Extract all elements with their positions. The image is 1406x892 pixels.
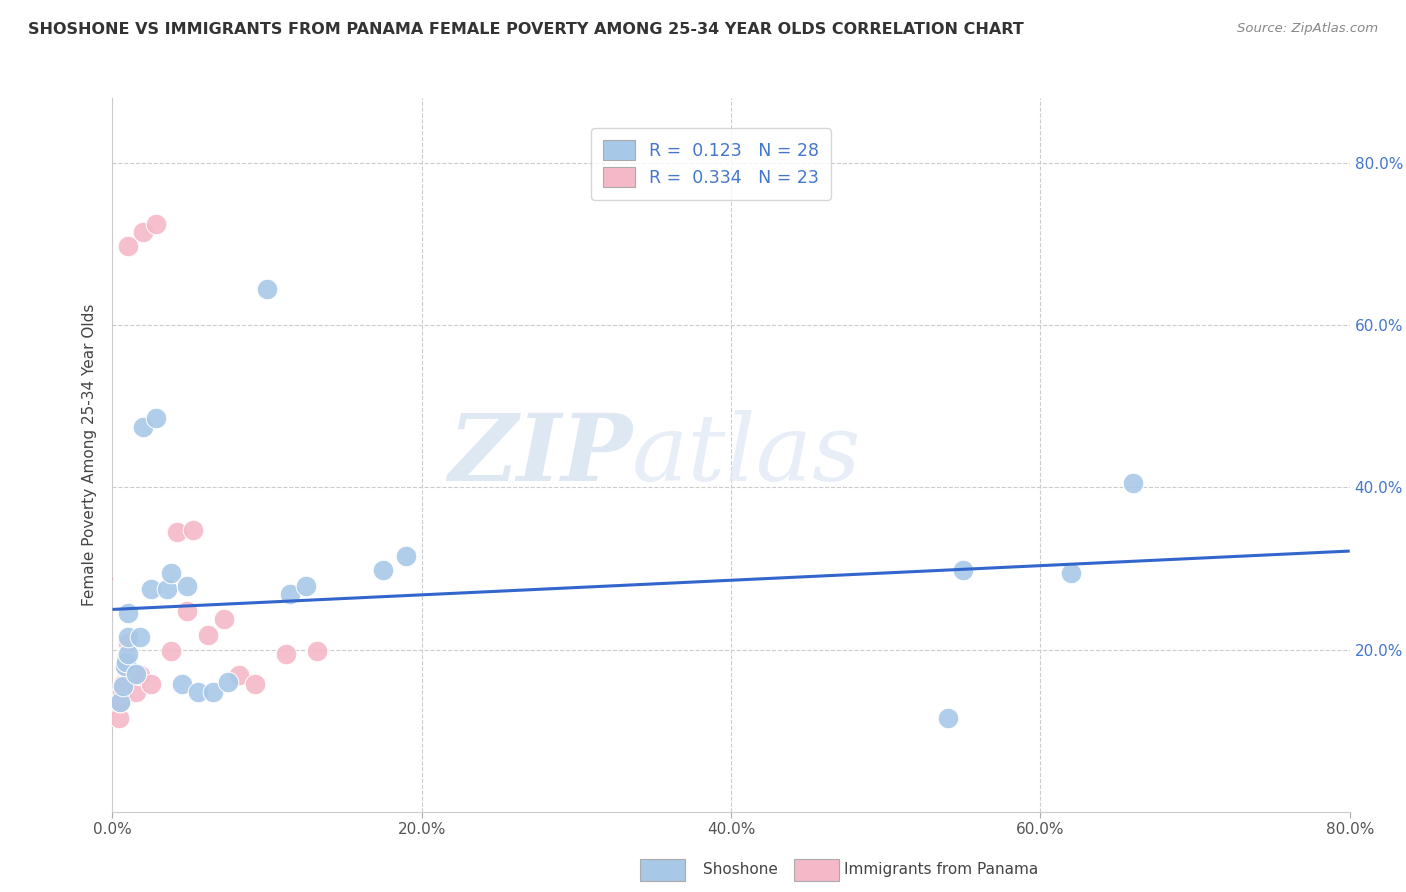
Point [395,549,418,564]
Text: Immigrants from Panama: Immigrants from Panama [844,863,1038,877]
Point [172,676,194,690]
Point [117,636,139,650]
Point [176,579,198,593]
Point [114,658,136,673]
Point [111,684,134,698]
Point [176,604,198,618]
Point [197,628,219,642]
Point [160,566,183,580]
Point [1060,566,1083,580]
Point [124,666,148,681]
Point [145,217,167,231]
Text: Source: ZipAtlas.com: Source: ZipAtlas.com [1237,22,1378,36]
Point [202,684,225,698]
Point [117,647,139,661]
Point [132,419,155,434]
Point [160,644,183,658]
Point [124,684,148,698]
Point [1122,476,1144,491]
Point [295,579,318,593]
Point [305,644,328,658]
Point [936,711,959,725]
Y-axis label: Female Poverty Among 25-34 Year Olds: Female Poverty Among 25-34 Year Olds [82,304,97,606]
Point [155,582,177,596]
Point [132,225,155,239]
Text: ZIP: ZIP [449,410,633,500]
Point [278,587,302,601]
Point [117,631,139,645]
Text: Shoshone: Shoshone [703,863,778,877]
Point [212,612,235,626]
Point [141,676,163,690]
Point [243,676,266,690]
Point [166,524,188,539]
Point [145,411,167,425]
Point [952,563,974,577]
Point [112,679,135,693]
Point [181,523,204,537]
Point [129,668,152,682]
Point [117,606,139,620]
Point [274,647,297,661]
Point [115,652,138,666]
Point [217,675,239,690]
Point [371,563,394,577]
Point [112,676,135,690]
Point [110,695,132,709]
Legend: R =  0.123   N = 28, R =  0.334   N = 23: R = 0.123 N = 28, R = 0.334 N = 23 [592,128,831,200]
Point [228,668,250,682]
Point [129,631,152,645]
Point [114,660,136,674]
Point [115,655,138,669]
Point [186,684,209,698]
Text: atlas: atlas [633,410,862,500]
Point [141,582,163,596]
Point [117,238,139,252]
Text: SHOSHONE VS IMMIGRANTS FROM PANAMA FEMALE POVERTY AMONG 25-34 YEAR OLDS CORRELAT: SHOSHONE VS IMMIGRANTS FROM PANAMA FEMAL… [28,22,1024,37]
Point [256,282,278,296]
Point [107,711,129,725]
Point [110,695,132,709]
